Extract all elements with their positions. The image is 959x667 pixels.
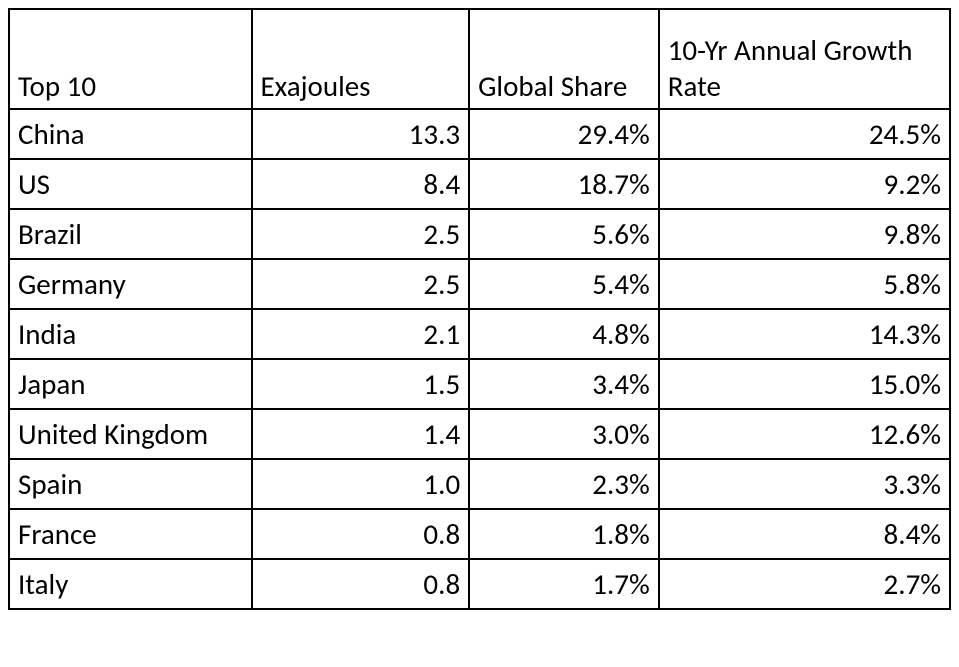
cell-exajoules: 0.8 bbox=[252, 559, 470, 609]
table-row: Spain 1.0 2.3% 3.3% bbox=[9, 459, 950, 509]
cell-country: United Kingdom bbox=[9, 409, 252, 459]
cell-growth-rate: 24.5% bbox=[659, 109, 950, 159]
data-table: Top 10 Exajoules Global Share 10-Yr Annu… bbox=[8, 8, 951, 610]
cell-global-share: 5.4% bbox=[469, 259, 659, 309]
cell-country: India bbox=[9, 309, 252, 359]
cell-global-share: 1.7% bbox=[469, 559, 659, 609]
cell-exajoules: 2.1 bbox=[252, 309, 470, 359]
cell-exajoules: 8.4 bbox=[252, 159, 470, 209]
cell-global-share: 4.8% bbox=[469, 309, 659, 359]
column-header-growth-rate: 10-Yr Annual Growth Rate bbox=[659, 9, 950, 109]
cell-exajoules: 2.5 bbox=[252, 209, 470, 259]
table-row: Brazil 2.5 5.6% 9.8% bbox=[9, 209, 950, 259]
cell-growth-rate: 9.8% bbox=[659, 209, 950, 259]
cell-country: US bbox=[9, 159, 252, 209]
cell-growth-rate: 15.0% bbox=[659, 359, 950, 409]
cell-exajoules: 1.4 bbox=[252, 409, 470, 459]
cell-growth-rate: 2.7% bbox=[659, 559, 950, 609]
table-row: Germany 2.5 5.4% 5.8% bbox=[9, 259, 950, 309]
cell-global-share: 29.4% bbox=[469, 109, 659, 159]
column-header-exajoules: Exajoules bbox=[252, 9, 470, 109]
cell-growth-rate: 3.3% bbox=[659, 459, 950, 509]
cell-growth-rate: 9.2% bbox=[659, 159, 950, 209]
cell-global-share: 18.7% bbox=[469, 159, 659, 209]
cell-global-share: 2.3% bbox=[469, 459, 659, 509]
cell-global-share: 3.0% bbox=[469, 409, 659, 459]
cell-exajoules: 13.3 bbox=[252, 109, 470, 159]
table-row: Japan 1.5 3.4% 15.0% bbox=[9, 359, 950, 409]
cell-growth-rate: 5.8% bbox=[659, 259, 950, 309]
cell-growth-rate: 12.6% bbox=[659, 409, 950, 459]
cell-country: Brazil bbox=[9, 209, 252, 259]
cell-global-share: 1.8% bbox=[469, 509, 659, 559]
cell-global-share: 5.6% bbox=[469, 209, 659, 259]
cell-growth-rate: 8.4% bbox=[659, 509, 950, 559]
table-row: Italy 0.8 1.7% 2.7% bbox=[9, 559, 950, 609]
cell-country: France bbox=[9, 509, 252, 559]
cell-exajoules: 2.5 bbox=[252, 259, 470, 309]
table-body: China 13.3 29.4% 24.5% US 8.4 18.7% 9.2%… bbox=[9, 109, 950, 609]
column-header-global-share: Global Share bbox=[469, 9, 659, 109]
table-header-row: Top 10 Exajoules Global Share 10-Yr Annu… bbox=[9, 9, 950, 109]
table-row: France 0.8 1.8% 8.4% bbox=[9, 509, 950, 559]
cell-exajoules: 1.5 bbox=[252, 359, 470, 409]
cell-country: Germany bbox=[9, 259, 252, 309]
cell-country: Italy bbox=[9, 559, 252, 609]
table-row: US 8.4 18.7% 9.2% bbox=[9, 159, 950, 209]
table-row: China 13.3 29.4% 24.5% bbox=[9, 109, 950, 159]
table-row: United Kingdom 1.4 3.0% 12.6% bbox=[9, 409, 950, 459]
cell-growth-rate: 14.3% bbox=[659, 309, 950, 359]
cell-country: Spain bbox=[9, 459, 252, 509]
cell-global-share: 3.4% bbox=[469, 359, 659, 409]
table-row: India 2.1 4.8% 14.3% bbox=[9, 309, 950, 359]
column-header-country: Top 10 bbox=[9, 9, 252, 109]
cell-country: Japan bbox=[9, 359, 252, 409]
cell-country: China bbox=[9, 109, 252, 159]
cell-exajoules: 0.8 bbox=[252, 509, 470, 559]
cell-exajoules: 1.0 bbox=[252, 459, 470, 509]
